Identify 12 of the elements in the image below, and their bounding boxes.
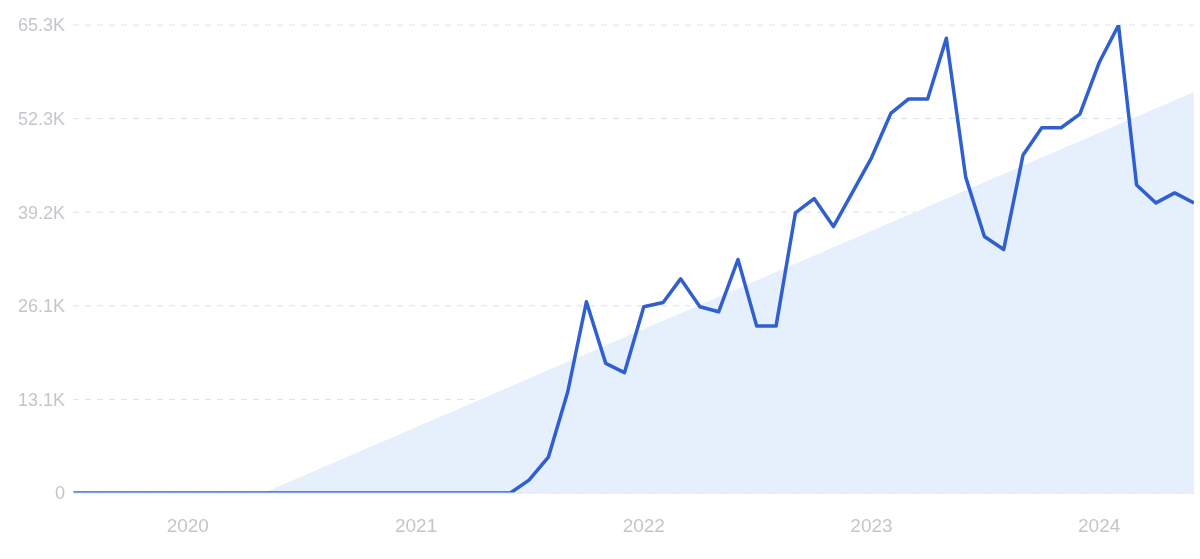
y-tick-label: 65.3K — [17, 15, 65, 36]
y-tick-label: 39.2K — [17, 202, 65, 223]
y-tick-label: 52.3K — [17, 108, 65, 129]
x-tick-label: 2023 — [850, 515, 893, 537]
y-tick-label: 0 — [54, 483, 65, 504]
x-tick-label: 2020 — [166, 515, 209, 537]
y-tick-label: 26.1K — [17, 296, 65, 317]
line-series — [73, 25, 1194, 493]
x-tick-label: 2024 — [1078, 515, 1121, 537]
x-tick-label: 2022 — [622, 515, 665, 537]
x-tick-label: 2021 — [394, 515, 438, 537]
y-tick-label: 13.1K — [17, 389, 65, 410]
